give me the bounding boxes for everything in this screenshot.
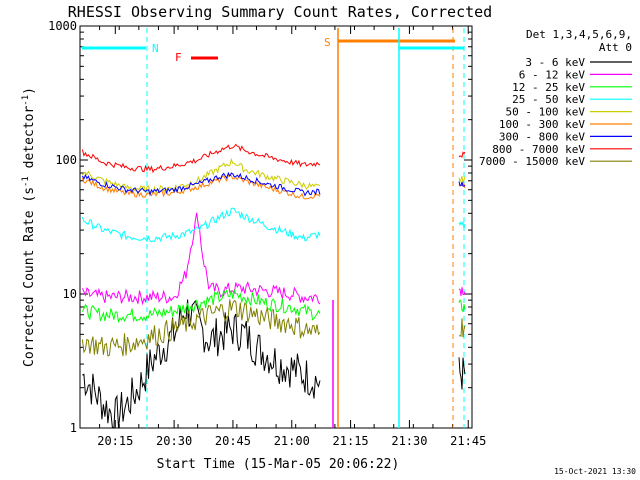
x-tick-label: 20:30 — [156, 434, 192, 448]
flag-N-label: N — [152, 42, 159, 55]
x-tick-label: 21:15 — [333, 434, 369, 448]
series-line-6 — [81, 171, 321, 197]
y-tick-label: 1000 — [48, 19, 77, 33]
y-tick-label: 100 — [55, 153, 77, 167]
series-line-0 — [82, 299, 321, 429]
series-fragment-5 — [458, 183, 466, 189]
y-tick-label: 10 — [63, 287, 77, 301]
legend-label-0: 3 - 6 keV — [525, 56, 585, 69]
x-tick-label: 21:00 — [274, 434, 310, 448]
series-fragment-2 — [458, 299, 466, 313]
series-fragment-8 — [459, 318, 466, 338]
x-tick-label: 21:45 — [450, 434, 486, 448]
y-tick-label: 1 — [70, 421, 77, 435]
chart-title: RHESSI Observing Summary Count Rates, Co… — [68, 3, 492, 21]
legend-label-2: 12 - 25 keV — [512, 81, 585, 94]
legend-label-4: 50 - 100 keV — [506, 106, 586, 119]
series-line-5 — [81, 174, 321, 200]
series-line-3 — [81, 207, 321, 243]
legend-label-7: 800 - 7000 keV — [492, 143, 585, 156]
legend-header-2: Att 0 — [599, 41, 632, 54]
series-fragment-1 — [458, 287, 466, 296]
series-fragment-0 — [458, 357, 466, 390]
y-axis-label: Corrected Count Rate (s-1 detector-1) — [21, 87, 37, 367]
legend-header-1: Det 1,3,4,5,6,9, — [526, 28, 632, 41]
series-line-7 — [81, 143, 321, 174]
series-line-2 — [81, 288, 321, 324]
series-fragment-6 — [458, 181, 466, 187]
series-group — [81, 143, 466, 429]
flag-F-label: F — [175, 51, 182, 64]
x-tick-label: 20:45 — [215, 434, 251, 448]
series-line-4 — [82, 157, 321, 194]
x-axis-label: Start Time (15-Mar-05 20:06:22) — [157, 457, 400, 472]
axis-ticks: 1 10 100 1000 20:15 20:30 20:45 21:00 21:15 21:30… — [48, 19, 486, 448]
series-line-8 — [81, 299, 321, 357]
x-tick-label: 21:30 — [391, 434, 427, 448]
series-fragment-4 — [458, 176, 466, 184]
legend-label-6: 300 - 800 keV — [499, 130, 585, 143]
legend-label-3: 25 - 50 keV — [512, 93, 585, 106]
x-tick-label: 20:15 — [97, 434, 133, 448]
series-fragment-7 — [458, 151, 466, 158]
footer-date: 15-Oct-2021 13:30 — [554, 467, 636, 476]
series-fragment-3 — [458, 220, 466, 229]
flag-S-label: S — [324, 36, 331, 49]
series-line-1 — [81, 212, 321, 306]
legend-label-5: 100 - 300 keV — [499, 118, 585, 131]
legend-label-1: 6 - 12 keV — [519, 68, 586, 81]
legend-label-8: 7000 - 15000 keV — [479, 155, 585, 168]
